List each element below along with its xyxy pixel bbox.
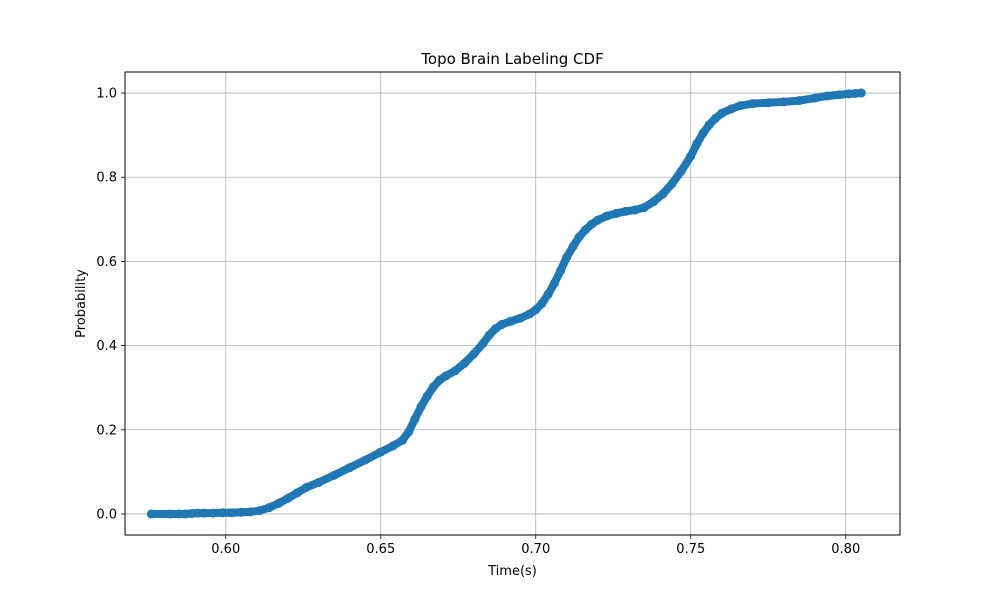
data-point (484, 330, 494, 340)
y-tick-label: 0.4 (96, 339, 117, 354)
data-point (264, 503, 274, 513)
data-point (856, 88, 866, 98)
chart-title: Topo Brain Labeling CDF (420, 50, 603, 68)
data-point (549, 278, 559, 288)
data-point (193, 508, 203, 518)
y-tick-label: 1.0 (96, 87, 117, 102)
data-point (810, 93, 820, 103)
data-point (301, 482, 311, 492)
data-point (562, 252, 572, 262)
data-point (779, 97, 789, 107)
data-point (227, 508, 237, 518)
data-point (711, 113, 721, 123)
data-point (329, 470, 339, 480)
data-point (639, 203, 649, 213)
data-point (165, 509, 175, 519)
data-point (404, 427, 414, 437)
grid-layer (125, 72, 900, 535)
data-point (469, 349, 479, 359)
data-point (621, 206, 631, 216)
x-tick-label: 0.65 (366, 542, 395, 557)
data-point (246, 507, 256, 517)
data-point (345, 463, 355, 473)
data-point (376, 447, 386, 457)
data-point (822, 91, 832, 101)
data-point (410, 414, 420, 424)
data-point (794, 96, 804, 106)
data-point (735, 101, 745, 111)
data-point (537, 299, 547, 308)
data-point (441, 371, 451, 381)
data-markers (146, 88, 866, 519)
data-point (580, 225, 590, 235)
x-axis-label: Time(s) (487, 564, 537, 579)
x-tick-label: 0.80 (831, 542, 860, 557)
data-point (397, 435, 407, 445)
data-point (704, 120, 714, 130)
x-tick-label: 0.60 (211, 542, 240, 557)
data-point (531, 305, 541, 315)
data-point (416, 402, 426, 412)
data-point (726, 104, 736, 114)
data-point (515, 313, 525, 323)
data-point (611, 208, 621, 218)
data-point (360, 455, 370, 465)
data-point (199, 508, 209, 518)
y-tick-label: 0.6 (96, 255, 117, 270)
data-point (283, 493, 293, 503)
data-point (314, 477, 324, 487)
data-point (574, 232, 584, 242)
y-axis-label: Probability (74, 269, 89, 338)
data-point (506, 316, 516, 326)
data-point (174, 509, 184, 519)
data-point (450, 366, 460, 376)
data-point (255, 506, 265, 516)
data-point (686, 151, 696, 161)
data-point (593, 215, 603, 225)
data-point (568, 242, 578, 252)
data-point (748, 99, 758, 109)
data-point (667, 179, 677, 189)
x-tick-label: 0.70 (521, 542, 550, 557)
data-point (388, 441, 398, 451)
y-tick-label: 0.8 (96, 171, 117, 186)
plot-frame (124, 71, 901, 536)
data-point (208, 508, 218, 518)
data-point (649, 197, 659, 207)
data-point (658, 189, 668, 199)
data-point (478, 338, 488, 348)
data-point (692, 139, 702, 149)
data-point (602, 211, 612, 221)
data-point (273, 498, 283, 508)
data-point (146, 509, 156, 519)
data-point (698, 128, 708, 138)
data-point (292, 488, 302, 498)
data-point (459, 358, 469, 368)
data-point (218, 508, 228, 518)
data-point (763, 98, 773, 108)
data-point (422, 391, 432, 401)
data-point (236, 507, 246, 517)
y-tick-label: 0.2 (96, 423, 117, 438)
data-point (497, 320, 507, 330)
y-tick-label: 0.0 (96, 507, 117, 522)
data-point (630, 205, 640, 215)
data-point (428, 382, 438, 392)
data-point (717, 108, 727, 118)
x-tick-label: 0.75 (676, 542, 705, 557)
data-point (543, 289, 553, 299)
data-point (556, 266, 566, 276)
tick-layer: 0.60 0.65 0.70 0.75 0.80 0.0 0.2 0.4 0.6 0.8 1.0 (96, 87, 860, 557)
data-point (676, 166, 686, 176)
data-point (835, 90, 845, 100)
